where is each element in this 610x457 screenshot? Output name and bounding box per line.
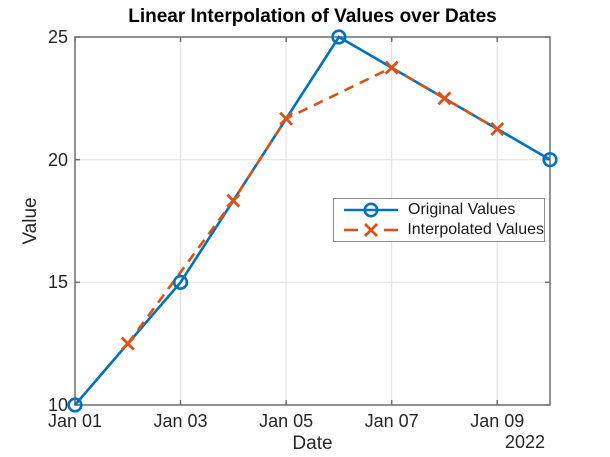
legend-box: Original Values Interpolated Values (333, 198, 545, 242)
legend-label-original: Original Values (408, 201, 516, 218)
y-tick-label: 10 (47, 395, 68, 415)
legend-item-original: Original Values (342, 200, 544, 220)
y-tick-label: 25 (47, 27, 68, 47)
y-axis-label: Value (20, 197, 41, 245)
legend-sample-dashed-x-icon (344, 223, 398, 237)
x-tick-label: Jan 05 (259, 411, 314, 431)
x-tick-label: Jan 01 (47, 411, 103, 431)
legend-label-interpolated: Interpolated Values (407, 221, 544, 238)
y-tick-label: 20 (47, 149, 68, 170)
legend-item-interpolated: Interpolated Values (342, 220, 544, 240)
x-tick-label: Jan 09 (470, 411, 525, 431)
chart-title: Linear Interpolation of Values over Date… (128, 6, 497, 27)
y-tick-label: 15 (47, 272, 68, 293)
x-tick-label: Jan 03 (153, 411, 208, 431)
x-tick-label: Jan 07 (364, 411, 419, 431)
x-axis-year-label: 2022 (504, 432, 545, 452)
x-axis-label: Date (292, 433, 333, 454)
legend-sample-solid-circle-icon (344, 202, 398, 218)
